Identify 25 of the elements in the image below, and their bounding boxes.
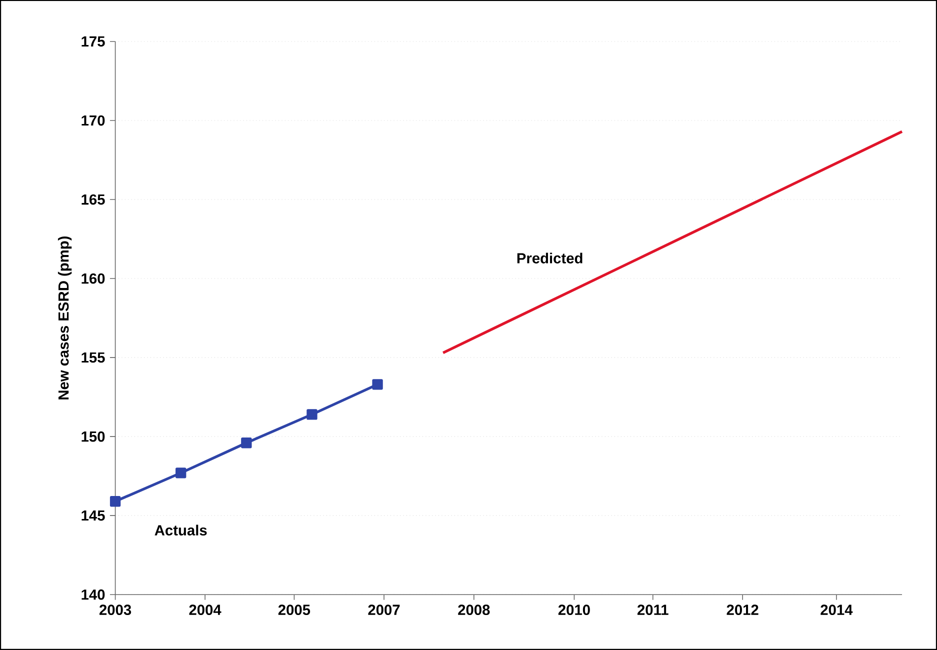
series-label: Predicted: [517, 252, 582, 264]
x-tick-label: 2008: [458, 604, 490, 616]
y-tick-label: 175: [82, 36, 105, 47]
y-tick-label: 140: [82, 589, 105, 600]
y-tick-label: 165: [82, 194, 105, 205]
point: [241, 438, 252, 448]
point: [372, 379, 383, 390]
x-tick-label: 2007: [368, 604, 400, 616]
point: [176, 468, 186, 478]
x-tick-label: 2012: [726, 604, 758, 616]
point: [110, 496, 121, 507]
y-tick-label: 155: [82, 352, 105, 363]
point: [306, 409, 318, 420]
y-axis-title: New cases ESRD (pmp): [58, 236, 72, 400]
x-tick-label: 2004: [189, 604, 222, 616]
x-tick-label: 2010: [558, 604, 590, 616]
x-tick-label: 2011: [637, 604, 668, 616]
y-tick-label: 145: [82, 510, 105, 521]
y-tick-label: 160: [82, 273, 105, 284]
x-tick-label: 2003: [99, 604, 132, 616]
text: Actuals: [154, 524, 207, 536]
y-tick-label: 170: [82, 115, 105, 126]
x-tick-label: 2005: [278, 604, 310, 616]
x-tick-label: 2014: [820, 604, 853, 616]
y-tick-label: 150: [82, 431, 105, 442]
